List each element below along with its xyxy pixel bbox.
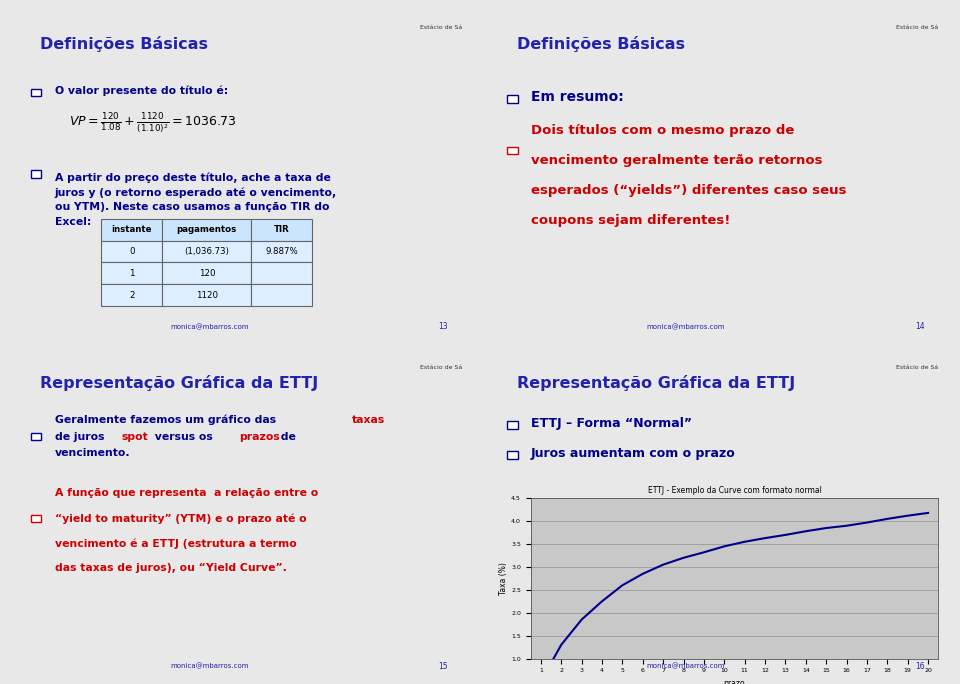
Bar xyxy=(31,89,41,96)
Text: Dois títulos com o mesmo prazo de: Dois títulos com o mesmo prazo de xyxy=(531,124,794,137)
Text: monica@mbarros.com: monica@mbarros.com xyxy=(646,324,725,330)
Text: 120: 120 xyxy=(199,269,215,278)
Text: esperados (“yields”) diferentes caso seus: esperados (“yields”) diferentes caso seu… xyxy=(531,184,846,197)
Bar xyxy=(507,147,517,155)
Text: pagamentos: pagamentos xyxy=(177,226,237,235)
Text: ETTJ – Forma “Normal”: ETTJ – Forma “Normal” xyxy=(531,417,692,430)
Text: vencimento.: vencimento. xyxy=(55,448,131,458)
Text: Representação Gráfica da ETTJ: Representação Gráfica da ETTJ xyxy=(516,375,795,391)
Text: vencimento geralmente terão retornos: vencimento geralmente terão retornos xyxy=(531,154,822,167)
Text: Geralmente fazemos um gráfico das: Geralmente fazemos um gráfico das xyxy=(55,415,279,425)
Text: Estácio de Sá: Estácio de Sá xyxy=(896,365,938,370)
Text: Em resumo:: Em resumo: xyxy=(531,90,623,104)
Text: de: de xyxy=(277,432,296,442)
Text: monica@mbarros.com: monica@mbarros.com xyxy=(170,663,249,670)
Bar xyxy=(507,421,517,428)
Text: prazos: prazos xyxy=(239,432,279,442)
Text: 1: 1 xyxy=(129,269,134,278)
FancyBboxPatch shape xyxy=(102,241,162,263)
Text: 15: 15 xyxy=(439,661,448,670)
Bar xyxy=(31,433,41,440)
Text: monica@mbarros.com: monica@mbarros.com xyxy=(646,663,725,670)
FancyBboxPatch shape xyxy=(252,263,312,284)
Text: Representação Gráfica da ETTJ: Representação Gráfica da ETTJ xyxy=(40,375,319,391)
X-axis label: prazo: prazo xyxy=(724,679,745,684)
FancyBboxPatch shape xyxy=(162,241,252,263)
Text: das taxas de juros), ou “Yield Curve”.: das taxas de juros), ou “Yield Curve”. xyxy=(55,564,286,573)
Text: coupons sejam diferentes!: coupons sejam diferentes! xyxy=(531,214,730,227)
Text: de juros: de juros xyxy=(55,432,108,442)
Text: Estácio de Sá: Estácio de Sá xyxy=(896,25,938,31)
Text: 0: 0 xyxy=(129,247,134,256)
Text: A partir do preço deste título, ache a taxa de
juros y (o retorno esperado até o: A partir do preço deste título, ache a t… xyxy=(55,172,337,227)
Bar xyxy=(507,451,517,458)
Text: O valor presente do título é:: O valor presente do título é: xyxy=(55,86,228,96)
Text: Definições Básicas: Definições Básicas xyxy=(516,36,684,51)
Text: 1120: 1120 xyxy=(196,291,218,300)
Text: 2: 2 xyxy=(129,291,134,300)
FancyBboxPatch shape xyxy=(162,284,252,306)
Text: 16: 16 xyxy=(915,661,924,670)
Text: Juros aumentam com o prazo: Juros aumentam com o prazo xyxy=(531,447,735,460)
Title: ETTJ - Exemplo da Curve com formato normal: ETTJ - Exemplo da Curve com formato norm… xyxy=(648,486,822,495)
Bar xyxy=(507,95,517,103)
Y-axis label: Taxa (%): Taxa (%) xyxy=(499,562,508,595)
FancyBboxPatch shape xyxy=(162,219,252,241)
Text: “yield to maturity” (YTM) e o prazo até o: “yield to maturity” (YTM) e o prazo até … xyxy=(55,513,306,523)
Bar xyxy=(31,170,41,178)
Text: Definições Básicas: Definições Básicas xyxy=(40,36,208,51)
FancyBboxPatch shape xyxy=(252,219,312,241)
Text: Estácio de Sá: Estácio de Sá xyxy=(420,365,462,370)
Text: A função que representa  a relação entre o: A função que representa a relação entre … xyxy=(55,488,318,498)
Text: 14: 14 xyxy=(915,322,924,331)
FancyBboxPatch shape xyxy=(102,263,162,284)
Text: spot: spot xyxy=(122,432,148,442)
Text: monica@mbarros.com: monica@mbarros.com xyxy=(170,324,249,330)
FancyBboxPatch shape xyxy=(102,219,162,241)
Bar xyxy=(31,514,41,522)
Text: 13: 13 xyxy=(439,322,448,331)
Text: versus os: versus os xyxy=(151,432,216,442)
FancyBboxPatch shape xyxy=(252,241,312,263)
FancyBboxPatch shape xyxy=(252,284,312,306)
Text: 9.887%: 9.887% xyxy=(265,247,299,256)
Text: TIR: TIR xyxy=(274,226,290,235)
FancyBboxPatch shape xyxy=(162,263,252,284)
FancyBboxPatch shape xyxy=(102,284,162,306)
Text: taxas: taxas xyxy=(352,415,385,425)
Text: vencimento é a ETTJ (estrutura a termo: vencimento é a ETTJ (estrutura a termo xyxy=(55,538,297,549)
Text: instante: instante xyxy=(111,226,152,235)
Text: $VP = \frac{120}{1.08} + \frac{1120}{(1.10)^2} = 1036.73$: $VP = \frac{120}{1.08} + \frac{1120}{(1.… xyxy=(68,111,235,136)
Text: (1,036.73): (1,036.73) xyxy=(184,247,229,256)
Text: Estácio de Sá: Estácio de Sá xyxy=(420,25,462,31)
